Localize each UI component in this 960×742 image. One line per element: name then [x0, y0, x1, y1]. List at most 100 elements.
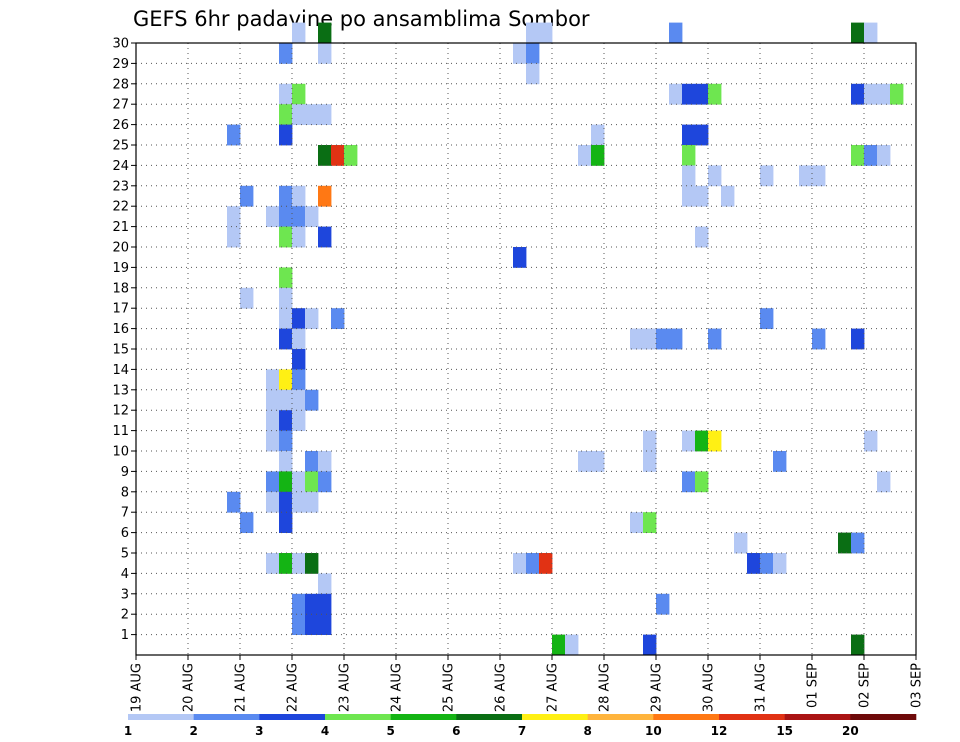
y-tick-label: 6	[121, 526, 129, 541]
heatmap-cell	[773, 553, 787, 574]
x-tick-label: 30 AUG	[702, 663, 717, 712]
y-tick-label: 22	[112, 200, 129, 215]
heatmap-cell	[682, 83, 696, 105]
y-tick-label: 20	[112, 241, 129, 256]
heatmap-cell	[279, 226, 293, 248]
heatmap-cell	[331, 145, 345, 166]
y-tick-label: 19	[112, 261, 129, 276]
legend-label: 12	[711, 724, 728, 738]
heatmap-cell	[812, 328, 826, 350]
y-tick-label: 8	[121, 485, 129, 500]
y-tick-label: 9	[121, 465, 129, 480]
heatmap-cell	[877, 83, 891, 105]
heatmap-cell	[318, 104, 332, 125]
heatmap-cell	[695, 83, 709, 105]
legend-label: 15	[776, 724, 793, 738]
heatmap-cell	[318, 226, 332, 248]
x-tick-label: 29 AUG	[650, 663, 665, 712]
heatmap-cell	[292, 410, 306, 431]
heatmap-cell	[578, 145, 592, 166]
y-tick-label: 1	[121, 628, 129, 643]
legend-swatch	[784, 714, 851, 720]
y-tick-label: 18	[112, 281, 129, 296]
heatmap-cell	[279, 369, 293, 391]
heatmap-cell	[292, 491, 306, 513]
heatmap-cell	[708, 83, 722, 105]
heatmap-cell	[279, 389, 293, 411]
heatmap-cell	[630, 512, 644, 533]
legend-label: 5	[386, 724, 394, 738]
x-tick-label: 23 AUG	[338, 663, 353, 712]
heatmap-cell	[292, 389, 306, 411]
heatmap-cell	[292, 328, 306, 350]
heatmap-cell	[331, 308, 345, 329]
heatmap-cell	[643, 328, 657, 350]
heatmap-cell	[526, 43, 540, 64]
heatmap-cell	[708, 165, 722, 187]
heatmap-cell	[318, 145, 332, 166]
heatmap-cell	[851, 328, 865, 350]
y-tick-label: 5	[121, 547, 129, 562]
y-tick-label: 12	[112, 404, 129, 419]
heatmap-cell	[279, 104, 293, 125]
heatmap-cell	[682, 471, 696, 493]
heatmap-cell	[227, 124, 241, 146]
heatmap-cell	[240, 287, 254, 309]
heatmap-cell	[318, 614, 332, 635]
heatmap-cell	[643, 430, 657, 452]
legend-swatch	[587, 714, 654, 720]
heatmap-cell	[292, 83, 306, 105]
heatmap-cell	[279, 43, 293, 64]
y-tick-label: 29	[112, 57, 129, 72]
heatmap-cell	[292, 308, 306, 329]
heatmap-cell	[864, 22, 878, 44]
y-tick-label: 21	[112, 220, 129, 235]
heatmap-cell	[266, 471, 280, 493]
legend-label: 8	[583, 724, 591, 738]
x-tick-label: 20 AUG	[182, 663, 197, 712]
legend-label: 1	[124, 724, 132, 738]
heatmap-cell	[877, 471, 891, 493]
x-tick-label: 31 AUG	[754, 663, 769, 712]
heatmap-cell	[643, 512, 657, 533]
heatmap-cell	[266, 553, 280, 574]
heatmap-cell	[292, 349, 306, 370]
heatmap-cell	[708, 328, 722, 350]
heatmap-cell	[279, 185, 293, 207]
heatmap-cell	[669, 83, 683, 105]
heatmap-cell	[279, 430, 293, 452]
heatmap-cell	[669, 22, 683, 44]
legend-label: 4	[321, 724, 329, 738]
heatmap-cell	[318, 573, 332, 595]
legend-swatch	[653, 714, 720, 720]
y-tick-label: 17	[112, 302, 129, 317]
y-tick-label: 23	[112, 179, 129, 194]
x-tick-label: 26 AUG	[494, 663, 509, 712]
heatmap-cell	[526, 553, 540, 574]
heatmap-cell	[279, 124, 293, 146]
heatmap-cell	[305, 389, 319, 411]
legend-swatch	[259, 714, 326, 720]
y-axis-ticks: 1234567891011121314151617181920212223242…	[112, 37, 136, 643]
heatmap-cell	[721, 185, 735, 207]
heatmap-cell	[266, 389, 280, 411]
legend-swatch	[522, 714, 588, 720]
heatmap-cell	[851, 145, 865, 166]
heatmap-cell	[773, 451, 787, 472]
heatmap-cell	[305, 491, 319, 513]
heatmap-cell	[539, 553, 553, 574]
heatmap-cell	[877, 145, 891, 166]
legend-swatch	[850, 714, 917, 720]
heatmap-cell	[292, 614, 306, 635]
heatmap-cell	[227, 206, 241, 227]
legend-label: 10	[645, 724, 662, 738]
heatmap-cell	[305, 593, 319, 615]
heatmap-cell	[279, 471, 293, 493]
heatmap-cell	[656, 593, 670, 615]
x-tick-label: 25 AUG	[442, 663, 457, 712]
heatmap-cell	[838, 532, 852, 554]
heatmap-cell	[539, 22, 553, 44]
heatmap-cell	[266, 206, 280, 227]
legend-label: 6	[452, 724, 460, 738]
legend-swatch	[128, 714, 194, 720]
